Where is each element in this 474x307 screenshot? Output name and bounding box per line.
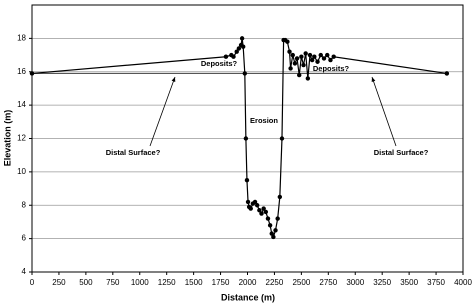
data-point xyxy=(244,178,250,183)
x-tick-label: 3000 xyxy=(346,278,364,287)
y-tick-label: 6 xyxy=(22,234,27,243)
data-point xyxy=(297,72,302,78)
x-tick-label: 0 xyxy=(30,278,35,287)
data-point xyxy=(239,36,245,41)
y-tick-label: 16 xyxy=(17,67,26,76)
x-tick-label: 2750 xyxy=(319,278,337,287)
data-point xyxy=(234,49,239,54)
data-point xyxy=(259,211,264,216)
data-point xyxy=(307,52,313,58)
data-point xyxy=(242,71,248,76)
y-axis-title: Elevation (m) xyxy=(2,110,12,167)
data-point xyxy=(245,199,251,205)
x-tick-label: 2500 xyxy=(292,278,310,287)
data-point xyxy=(269,231,274,236)
data-point xyxy=(240,44,246,49)
data-point xyxy=(243,136,249,141)
x-tick-label: 4000 xyxy=(454,278,472,287)
annotation: Deposits? xyxy=(201,59,238,68)
data-point xyxy=(331,54,336,59)
data-point xyxy=(292,61,298,66)
data-point xyxy=(277,194,283,200)
x-tick-label: 500 xyxy=(79,278,93,287)
data-point xyxy=(321,56,327,61)
data-point xyxy=(315,59,320,64)
data-point xyxy=(252,199,258,205)
x-tick-label: 2000 xyxy=(239,278,257,287)
data-point xyxy=(248,206,253,211)
x-tick-label: 3500 xyxy=(400,278,418,287)
x-tick-label: 1500 xyxy=(185,278,203,287)
x-tick-label: 1000 xyxy=(131,278,149,287)
data-point xyxy=(325,52,330,58)
data-point xyxy=(328,57,333,63)
data-point xyxy=(290,52,295,58)
x-tick-label: 2250 xyxy=(266,278,284,287)
data-point xyxy=(303,51,308,56)
data-point xyxy=(294,56,300,61)
x-tick-label: 1250 xyxy=(158,278,176,287)
data-point xyxy=(263,209,269,215)
data-point xyxy=(267,223,273,228)
arrow-head xyxy=(171,77,176,82)
data-point xyxy=(285,39,290,44)
data-point xyxy=(309,57,315,63)
annotation-arrow xyxy=(371,76,397,147)
y-tick-label: 12 xyxy=(17,134,26,143)
data-point xyxy=(318,52,323,58)
data-point xyxy=(236,46,242,51)
x-tick-label: 1750 xyxy=(212,278,230,287)
arrow-head xyxy=(371,77,376,82)
data-point xyxy=(231,54,236,59)
annotation: Distal Surface? xyxy=(374,148,429,157)
x-tick-label: 250 xyxy=(52,278,66,287)
data-point xyxy=(288,66,293,71)
data-point xyxy=(305,76,311,81)
y-tick-label: 4 xyxy=(22,267,27,276)
data-point xyxy=(301,62,306,68)
plot-frame xyxy=(31,4,464,273)
data-point xyxy=(271,234,276,240)
annotation: Deposits? xyxy=(313,64,350,73)
data-point xyxy=(444,71,450,76)
data-point xyxy=(29,71,35,76)
data-point xyxy=(287,49,292,54)
annotation-arrow xyxy=(149,76,176,147)
x-tick-label: 3750 xyxy=(427,278,445,287)
data-point xyxy=(257,208,262,213)
data-point xyxy=(273,228,278,233)
annotation: Erosion xyxy=(250,116,278,125)
annotation: Distal Surface? xyxy=(106,148,161,157)
data-point xyxy=(254,203,260,208)
data-point xyxy=(279,136,285,141)
data-point xyxy=(223,54,229,59)
y-tick-label: 14 xyxy=(17,100,26,109)
data-point xyxy=(275,216,280,221)
y-tick-label: 18 xyxy=(17,33,26,42)
data-point xyxy=(265,216,271,221)
x-tick-label: 750 xyxy=(106,278,120,287)
y-tick-label: 10 xyxy=(17,167,26,176)
x-tick-label: 3250 xyxy=(373,278,391,287)
data-point xyxy=(261,206,266,211)
data-point xyxy=(299,54,304,59)
data-point xyxy=(312,54,317,59)
y-tick-label: 8 xyxy=(22,200,27,209)
x-axis-title: Distance (m) xyxy=(221,292,275,302)
